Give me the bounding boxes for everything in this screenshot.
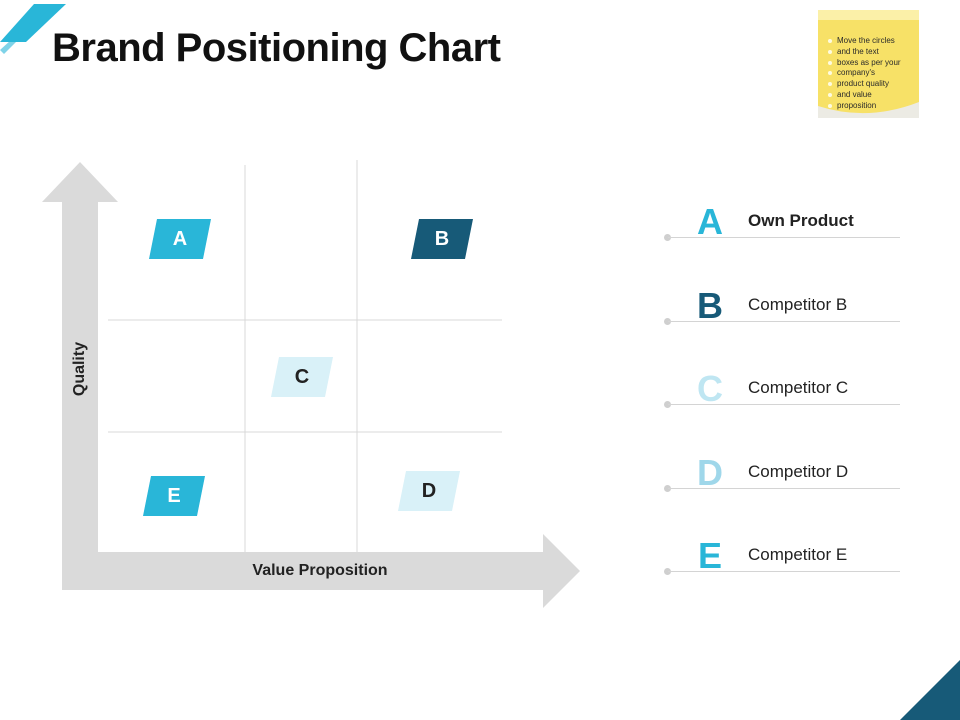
legend-letter: E [697,535,722,576]
legend-item-b: B Competitor B [660,285,900,349]
brand-tag-d[interactable]: D [398,471,460,511]
page-title: Brand Positioning Chart [52,26,501,70]
y-axis-label: Quality [71,341,88,397]
sticky-note-line: and the text [828,47,916,58]
brand-tag-c[interactable]: C [271,357,333,397]
brand-tag-shape [411,219,473,259]
sticky-note-line: boxes as per your [828,58,916,69]
sticky-note-line: proposition [828,101,916,112]
brand-tag-shape [143,476,205,516]
legend-label: Competitor C [748,378,849,397]
legend-divider [668,404,900,405]
legend-label: Competitor B [748,294,848,314]
sticky-note-shape [818,10,919,118]
brand-tag-letter: E [167,484,181,507]
legend-label: Competitor E [748,545,848,564]
legend-divider [668,320,900,322]
legend-dot [664,401,671,408]
brand-tag-letter: D [421,479,437,502]
brand-tag-shape [398,471,460,511]
legend-letter: B [697,284,723,326]
brand-tag-letter: C [294,365,310,388]
brand-tag-a[interactable]: A [149,219,211,259]
brand-tag-shape [271,357,333,397]
sticky-note-line: and value [828,90,916,101]
brand-tag-letter: B [434,227,450,250]
brand-tag-b[interactable]: B [411,219,473,259]
legend-letter: C [697,368,723,409]
grid-lines [108,160,502,552]
legend-dot [664,568,671,575]
sticky-note-line: Move the circles [828,36,916,47]
legend-divider [668,571,900,572]
axis-arrows [42,162,580,608]
legend-dot [664,234,671,241]
x-axis-label: Value Proposition [252,562,388,579]
brand-tag-letter: A [172,227,188,250]
legend-letter: D [697,451,723,493]
legend-label: Competitor D [748,461,849,481]
sticky-note: Move the circles and the text boxes as per… [818,10,919,118]
corner-stripe-decoration [0,4,66,54]
legend-item-d: D Competitor D [660,452,900,516]
legend-dot [664,317,671,325]
sticky-note-line: product quality [828,79,916,90]
legend-divider [668,487,900,489]
legend-label: Own Product [748,211,854,230]
sticky-note-line: company's [828,68,916,79]
legend-item-e: E Competitor E [660,535,900,599]
legend-letter: A [697,201,723,242]
corner-triangle-decoration [900,660,960,720]
legend-dot [664,484,671,492]
legend-item-c: C Competitor C [660,368,900,432]
legend-divider [668,237,900,238]
brand-tag-shape [149,219,211,259]
brand-tag-e[interactable]: E [143,476,205,516]
legend-item-a: A Own Product [660,201,900,265]
sticky-note-text: Move the circles and the text boxes as per… [828,36,916,112]
